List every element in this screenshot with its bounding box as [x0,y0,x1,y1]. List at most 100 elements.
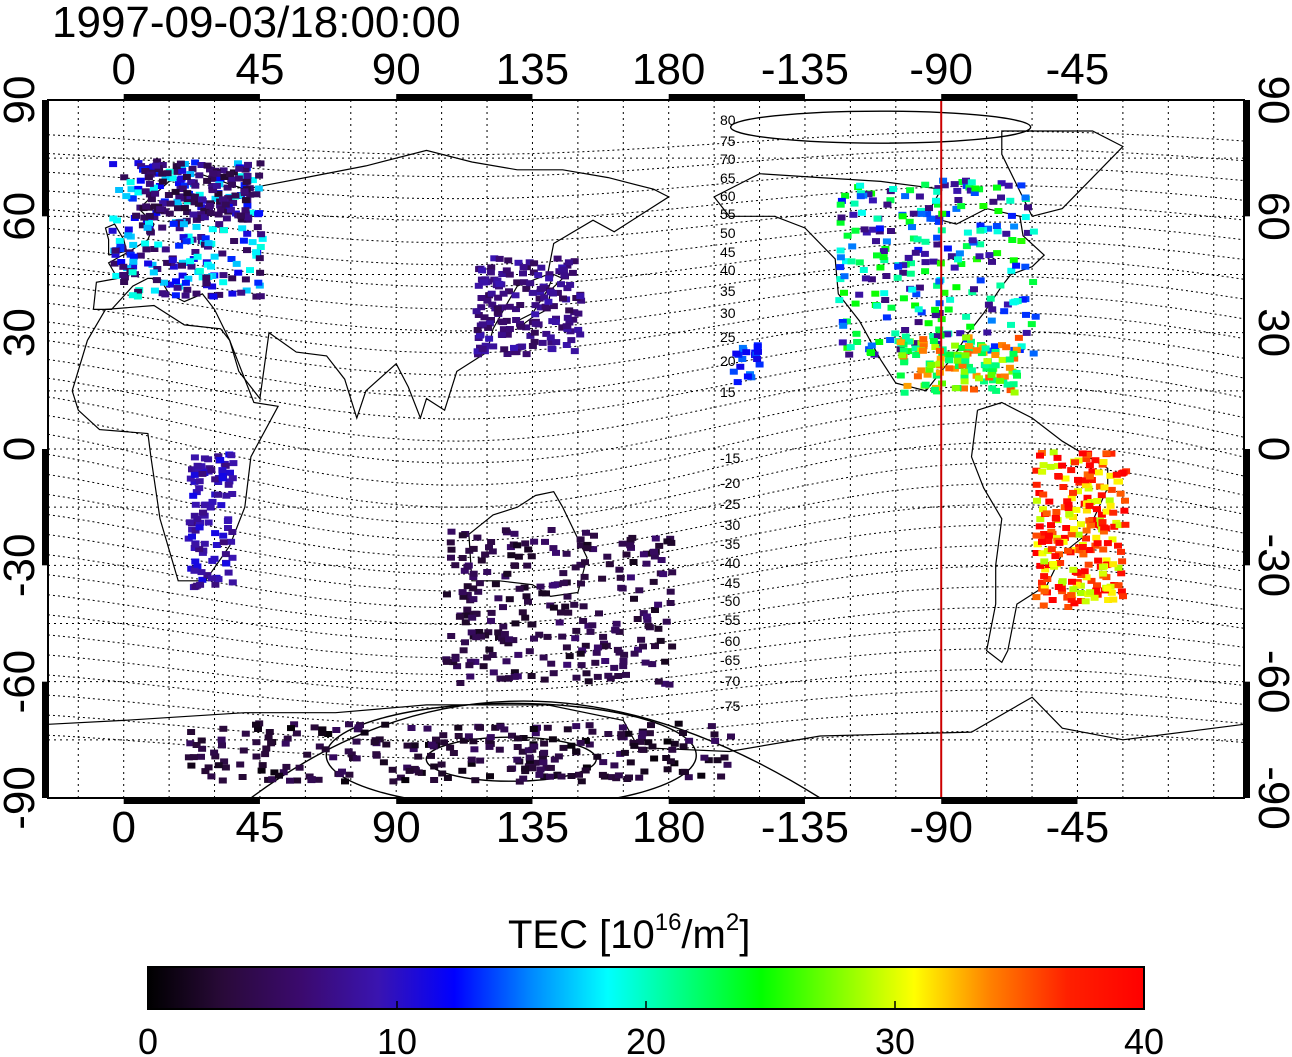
tec-cell [544,298,553,305]
tec-cell [911,249,920,256]
tec-cell [992,387,1001,394]
tec-cell [485,743,494,750]
tec-cell [175,242,184,249]
tec-cell [525,754,534,761]
tec-cell [523,562,532,569]
tec-cell [1040,588,1049,595]
tec-cell [197,569,206,576]
tec-cell [950,181,959,188]
tec-cell [228,275,237,282]
tec-cell [303,751,312,758]
tec-cell [144,174,153,181]
tec-cell [469,574,478,580]
tec-cell [1038,550,1047,557]
tec-cell [574,326,583,333]
tec-cell [214,762,223,769]
tec-cell [639,643,647,650]
tec-cell [1044,532,1053,539]
tec-cell [898,352,907,359]
tec-cell [980,361,989,368]
tec-cell [187,762,196,769]
tec-cell [612,620,621,627]
tec-cell [841,192,850,199]
tec-cell [188,165,197,172]
tec-cell [136,177,145,184]
tec-cell [465,662,474,669]
top-lon-tick-label: 135 [496,45,569,94]
tec-cell [530,635,538,642]
tec-cell [129,241,138,248]
tec-cell [738,356,747,362]
tec-cell [626,536,635,543]
tec-cell [894,263,903,270]
tec-cell [115,237,124,244]
tec-cell [195,546,204,553]
tec-cell [967,338,975,345]
tec-cell [857,209,866,216]
tec-cell [1103,540,1112,547]
tec-cell [935,326,944,333]
tec-cell [668,643,677,650]
tec-cell [921,181,930,188]
tec-cell [1054,473,1063,480]
tec-cell [837,197,846,204]
tec-cell [900,359,909,366]
tec-cell [516,302,525,308]
tec-cell [868,197,877,204]
tec-cell [619,663,628,670]
frame-bar-top [668,94,805,100]
tec-cell [1093,582,1101,589]
tec-cell [836,247,845,254]
contour-label: -15 [720,450,740,466]
tec-cell [1107,450,1116,457]
tec-cell [136,252,145,259]
tec-cell [315,743,324,750]
contour-label: 55 [720,206,736,222]
tec-cell [496,675,505,682]
tec-cell [855,291,864,298]
tec-cell [237,289,246,296]
tec-cell [753,344,762,350]
tec-cell [886,197,895,204]
tec-cell [352,738,361,745]
tec-cell [243,202,252,209]
tec-cell [255,255,264,262]
tec-cell [510,344,518,351]
tec-cell [654,625,663,632]
tec-cell [173,284,182,291]
tec-cell [161,174,170,181]
tec-cell [976,277,985,284]
tec-cell [1036,516,1045,523]
tec-cell [935,278,944,285]
tec-cell [566,281,575,288]
tec-cell [907,260,915,267]
tec-cell [211,195,220,202]
tec-cell [212,182,221,189]
tec-cell [576,650,585,657]
tec-cell [447,546,456,553]
tec-cell [1022,311,1030,318]
left-lat-tick-label: -30 [0,534,44,598]
tec-cell [1072,506,1081,513]
tec-cell [840,273,849,280]
tec-cell [1077,590,1086,596]
tec-cell [990,343,999,350]
tec-cell [580,573,589,580]
tec-cell [650,755,659,762]
tec-cell [541,303,550,310]
tec-cell [505,596,514,603]
tec-cell [341,778,349,785]
tec-cell [189,492,198,499]
tec-cell [537,264,546,271]
tec-cell [165,210,174,217]
tec-cell [460,567,469,574]
tec-cell [577,778,586,785]
tec-cell [1040,558,1049,565]
tec-cell [129,263,138,270]
tec-cell [150,287,159,294]
tec-cell [911,302,920,309]
tec-cell [186,740,195,747]
tec-cell [626,542,635,549]
tec-cell [169,263,178,270]
tec-cell [837,214,846,221]
